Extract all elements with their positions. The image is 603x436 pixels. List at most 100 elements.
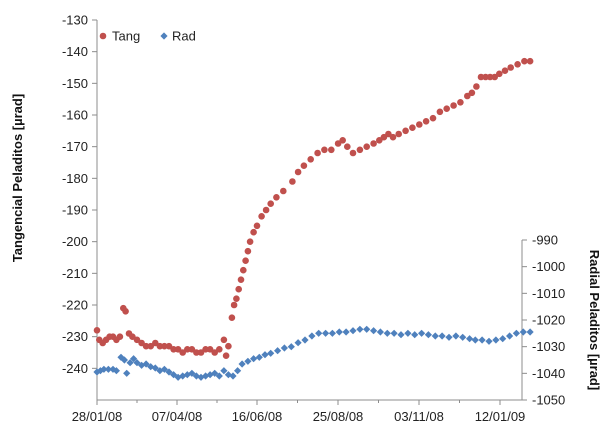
rad-point — [471, 336, 479, 344]
rad-point — [100, 365, 108, 373]
legend: Tang Rad — [99, 29, 196, 44]
left-tick-label: -220 — [62, 298, 88, 313]
tang-point — [501, 67, 509, 74]
left-tick-label: -160 — [62, 108, 88, 123]
rad-point — [267, 349, 275, 357]
rad-point — [126, 359, 134, 367]
tang-point — [142, 342, 150, 350]
tang-point — [161, 342, 168, 350]
rad-point — [418, 329, 426, 337]
rad-point — [411, 331, 419, 339]
tang-point — [174, 346, 182, 353]
rad-point — [238, 360, 246, 368]
tang-point — [349, 149, 357, 157]
left-tick-label: -180 — [62, 171, 88, 186]
tang-point — [328, 146, 335, 154]
rad-point — [96, 367, 104, 375]
tang-point — [152, 339, 159, 347]
rad-point — [445, 333, 453, 341]
rad-point — [349, 327, 357, 335]
tang-point — [457, 99, 464, 106]
tang-point — [147, 342, 154, 350]
rad-point — [261, 351, 269, 359]
tang-point — [450, 102, 457, 109]
rad-point — [220, 367, 228, 375]
tang-point — [233, 295, 240, 303]
rad-point — [390, 329, 398, 337]
left-tick-label: -150 — [62, 76, 88, 91]
tang-point — [225, 342, 232, 350]
tang-point — [237, 276, 245, 284]
tang-point — [409, 124, 416, 131]
rad-point — [526, 328, 534, 336]
rad-point — [142, 360, 150, 368]
right-tick-label: -1000 — [532, 259, 565, 274]
tang-point — [436, 108, 444, 116]
rad-point — [452, 332, 460, 340]
right-tick-label: -1030 — [532, 339, 565, 354]
tang-point — [116, 333, 124, 341]
tang-point — [242, 257, 249, 265]
right-tick-label: -1040 — [532, 366, 565, 381]
x-tick-label: 07/04/08 — [152, 409, 203, 424]
tang-point — [240, 266, 247, 274]
x-tick-label: 25/08/08 — [313, 409, 364, 424]
tang-point — [246, 238, 254, 245]
rad-point — [315, 329, 323, 337]
tang-point — [339, 137, 347, 144]
rad-point — [120, 356, 128, 364]
tang-point — [262, 206, 270, 214]
x-tick-label: 12/01/09 — [475, 409, 526, 424]
rad-point — [308, 332, 316, 340]
tang-point — [228, 314, 236, 322]
rad-point — [109, 365, 117, 373]
tang-point — [334, 140, 342, 147]
tang-point — [521, 57, 528, 65]
rad-point — [215, 372, 223, 380]
rad-point — [151, 364, 159, 372]
axes-layer: -130 -140 -150 -160 -170 -180 -190 -200 -210 -220… — [10, 13, 602, 425]
tang-point — [184, 346, 191, 353]
tang-point — [267, 200, 275, 207]
rad-point — [104, 365, 112, 373]
rad-point — [130, 355, 138, 363]
rad-point — [294, 339, 302, 347]
tang-point — [496, 70, 503, 78]
tang-point — [507, 64, 514, 71]
tang-point — [206, 346, 214, 353]
rad-point — [478, 336, 486, 344]
rad-point — [363, 325, 371, 333]
tang-point — [422, 118, 430, 125]
tang-point — [300, 162, 308, 169]
left-tick-label: -230 — [62, 329, 88, 344]
rad-point — [250, 355, 258, 363]
tang-point — [468, 89, 476, 97]
rad-point — [404, 329, 412, 337]
tang-point — [477, 73, 485, 81]
tang-point — [133, 336, 141, 344]
left-tick-label: -170 — [62, 139, 88, 154]
tang-point — [253, 222, 261, 230]
tang-point — [222, 352, 230, 360]
x-tick-label: 16/06/08 — [232, 409, 283, 424]
rad-point — [112, 367, 120, 375]
rad-point — [274, 347, 282, 355]
tang-point — [280, 187, 287, 195]
tang-point — [235, 285, 242, 293]
rad-point — [206, 371, 214, 379]
x-tick-label: 28/01/08 — [72, 409, 123, 424]
rad-point — [438, 332, 446, 340]
x-tick-label: 03/11/08 — [394, 409, 444, 424]
series-tang — [93, 57, 534, 360]
tang-point — [473, 83, 480, 90]
tang-point — [491, 73, 499, 81]
left-tick-label: -190 — [62, 203, 88, 218]
tang-point — [250, 228, 257, 236]
tang-point — [220, 336, 228, 344]
tang-point — [230, 301, 238, 309]
rad-point — [328, 329, 336, 337]
series-rad — [93, 325, 534, 381]
tang-point — [258, 213, 265, 220]
